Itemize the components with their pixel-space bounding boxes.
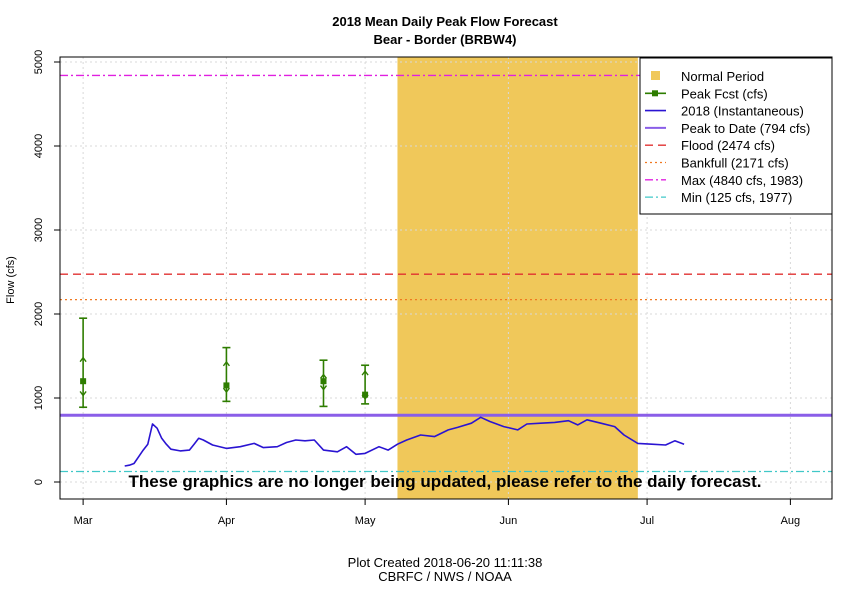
legend-swatch	[651, 71, 660, 80]
update-notice: These graphics are no longer being updat…	[129, 472, 762, 491]
forecast-marker	[80, 378, 87, 385]
plot-created-text: Plot Created 2018-06-20 11:11:38	[348, 555, 543, 570]
y-tick-label: 0	[33, 479, 45, 485]
forecast-arrow-down	[79, 391, 87, 397]
grid-layer	[60, 57, 832, 499]
forecast-arrow-down	[319, 385, 328, 391]
series-line-2018	[124, 416, 685, 467]
legend-item: Bankfull (2171 cfs)	[645, 156, 789, 171]
forecast-marker	[223, 382, 230, 389]
legend-item: Normal Period	[651, 69, 764, 84]
legend-box	[639, 57, 833, 215]
legend-label: Peak Fcst (cfs)	[681, 86, 768, 101]
legend-item: Peak Fcst (cfs)	[645, 86, 768, 101]
y-tick-label: 4000	[33, 134, 45, 158]
legend-label: Max (4840 cfs, 1983)	[681, 173, 803, 188]
x-tick-label: Mar	[74, 515, 93, 527]
forecast-arrow-down	[222, 387, 230, 394]
forecast-arrow-up	[79, 356, 87, 363]
legend-item: Min (125 cfs, 1977)	[645, 190, 792, 205]
normal-period-band-layer	[397, 57, 638, 499]
legend-swatch-marker	[652, 90, 658, 97]
chart-title: 2018 Mean Daily Peak Flow Forecast	[332, 14, 558, 29]
forecast-marker	[320, 378, 327, 385]
forecast-arrow-up	[361, 369, 369, 376]
legend: Normal Period Peak Fcst (cfs) 2018 (Instan…	[639, 57, 833, 215]
credit-text: CBRFC / NWS / NOAA	[378, 569, 512, 584]
forecast-point	[222, 346, 231, 403]
legend-label: Min (125 cfs, 1977)	[681, 190, 792, 205]
legend-label: Flood (2474 cfs)	[681, 138, 775, 153]
x-tick-label: Apr	[218, 515, 235, 527]
legend-item: Peak to Date (794 cfs)	[645, 121, 810, 136]
x-tick-label: Aug	[781, 515, 801, 527]
plot-frame	[59, 56, 833, 500]
forecast-point	[361, 364, 370, 405]
legend-item: 2018 (Instantaneous)	[645, 104, 804, 119]
forecast-layer	[79, 317, 370, 409]
normal-period-band	[397, 57, 638, 499]
x-tick-label: Jun	[500, 515, 518, 527]
y-tick-label: 5000	[33, 50, 45, 74]
forecast-marker	[362, 391, 369, 398]
chart-subtitle: Bear - Border (BRBW4)	[373, 32, 516, 47]
legend-item: Flood (2474 cfs)	[645, 138, 775, 153]
legend-label: Peak to Date (794 cfs)	[681, 121, 810, 136]
y-tick-label: 3000	[33, 218, 45, 242]
forecast-arrow-up	[319, 373, 328, 379]
y-tick-label: 1000	[33, 386, 45, 410]
axes-layer: 0 1000 2000 3000 4000 5000 Mar Apr May Jun Jul Aug	[33, 50, 833, 527]
x-tick-label: May	[355, 515, 376, 527]
y-tick-label: 2000	[33, 302, 45, 326]
forecast-arrow-up	[222, 360, 230, 367]
legend-label: Normal Period	[681, 69, 764, 84]
forecast-point	[319, 359, 328, 408]
forecast-point	[79, 317, 88, 409]
x-tick-label: Jul	[640, 515, 654, 527]
legend-label: Bankfull (2171 cfs)	[681, 156, 789, 171]
series-layer	[124, 416, 685, 467]
legend-label: 2018 (Instantaneous)	[681, 104, 804, 119]
y-axis-label: Flow (cfs)	[5, 256, 17, 304]
legend-item: Max (4840 cfs, 1983)	[645, 173, 803, 188]
